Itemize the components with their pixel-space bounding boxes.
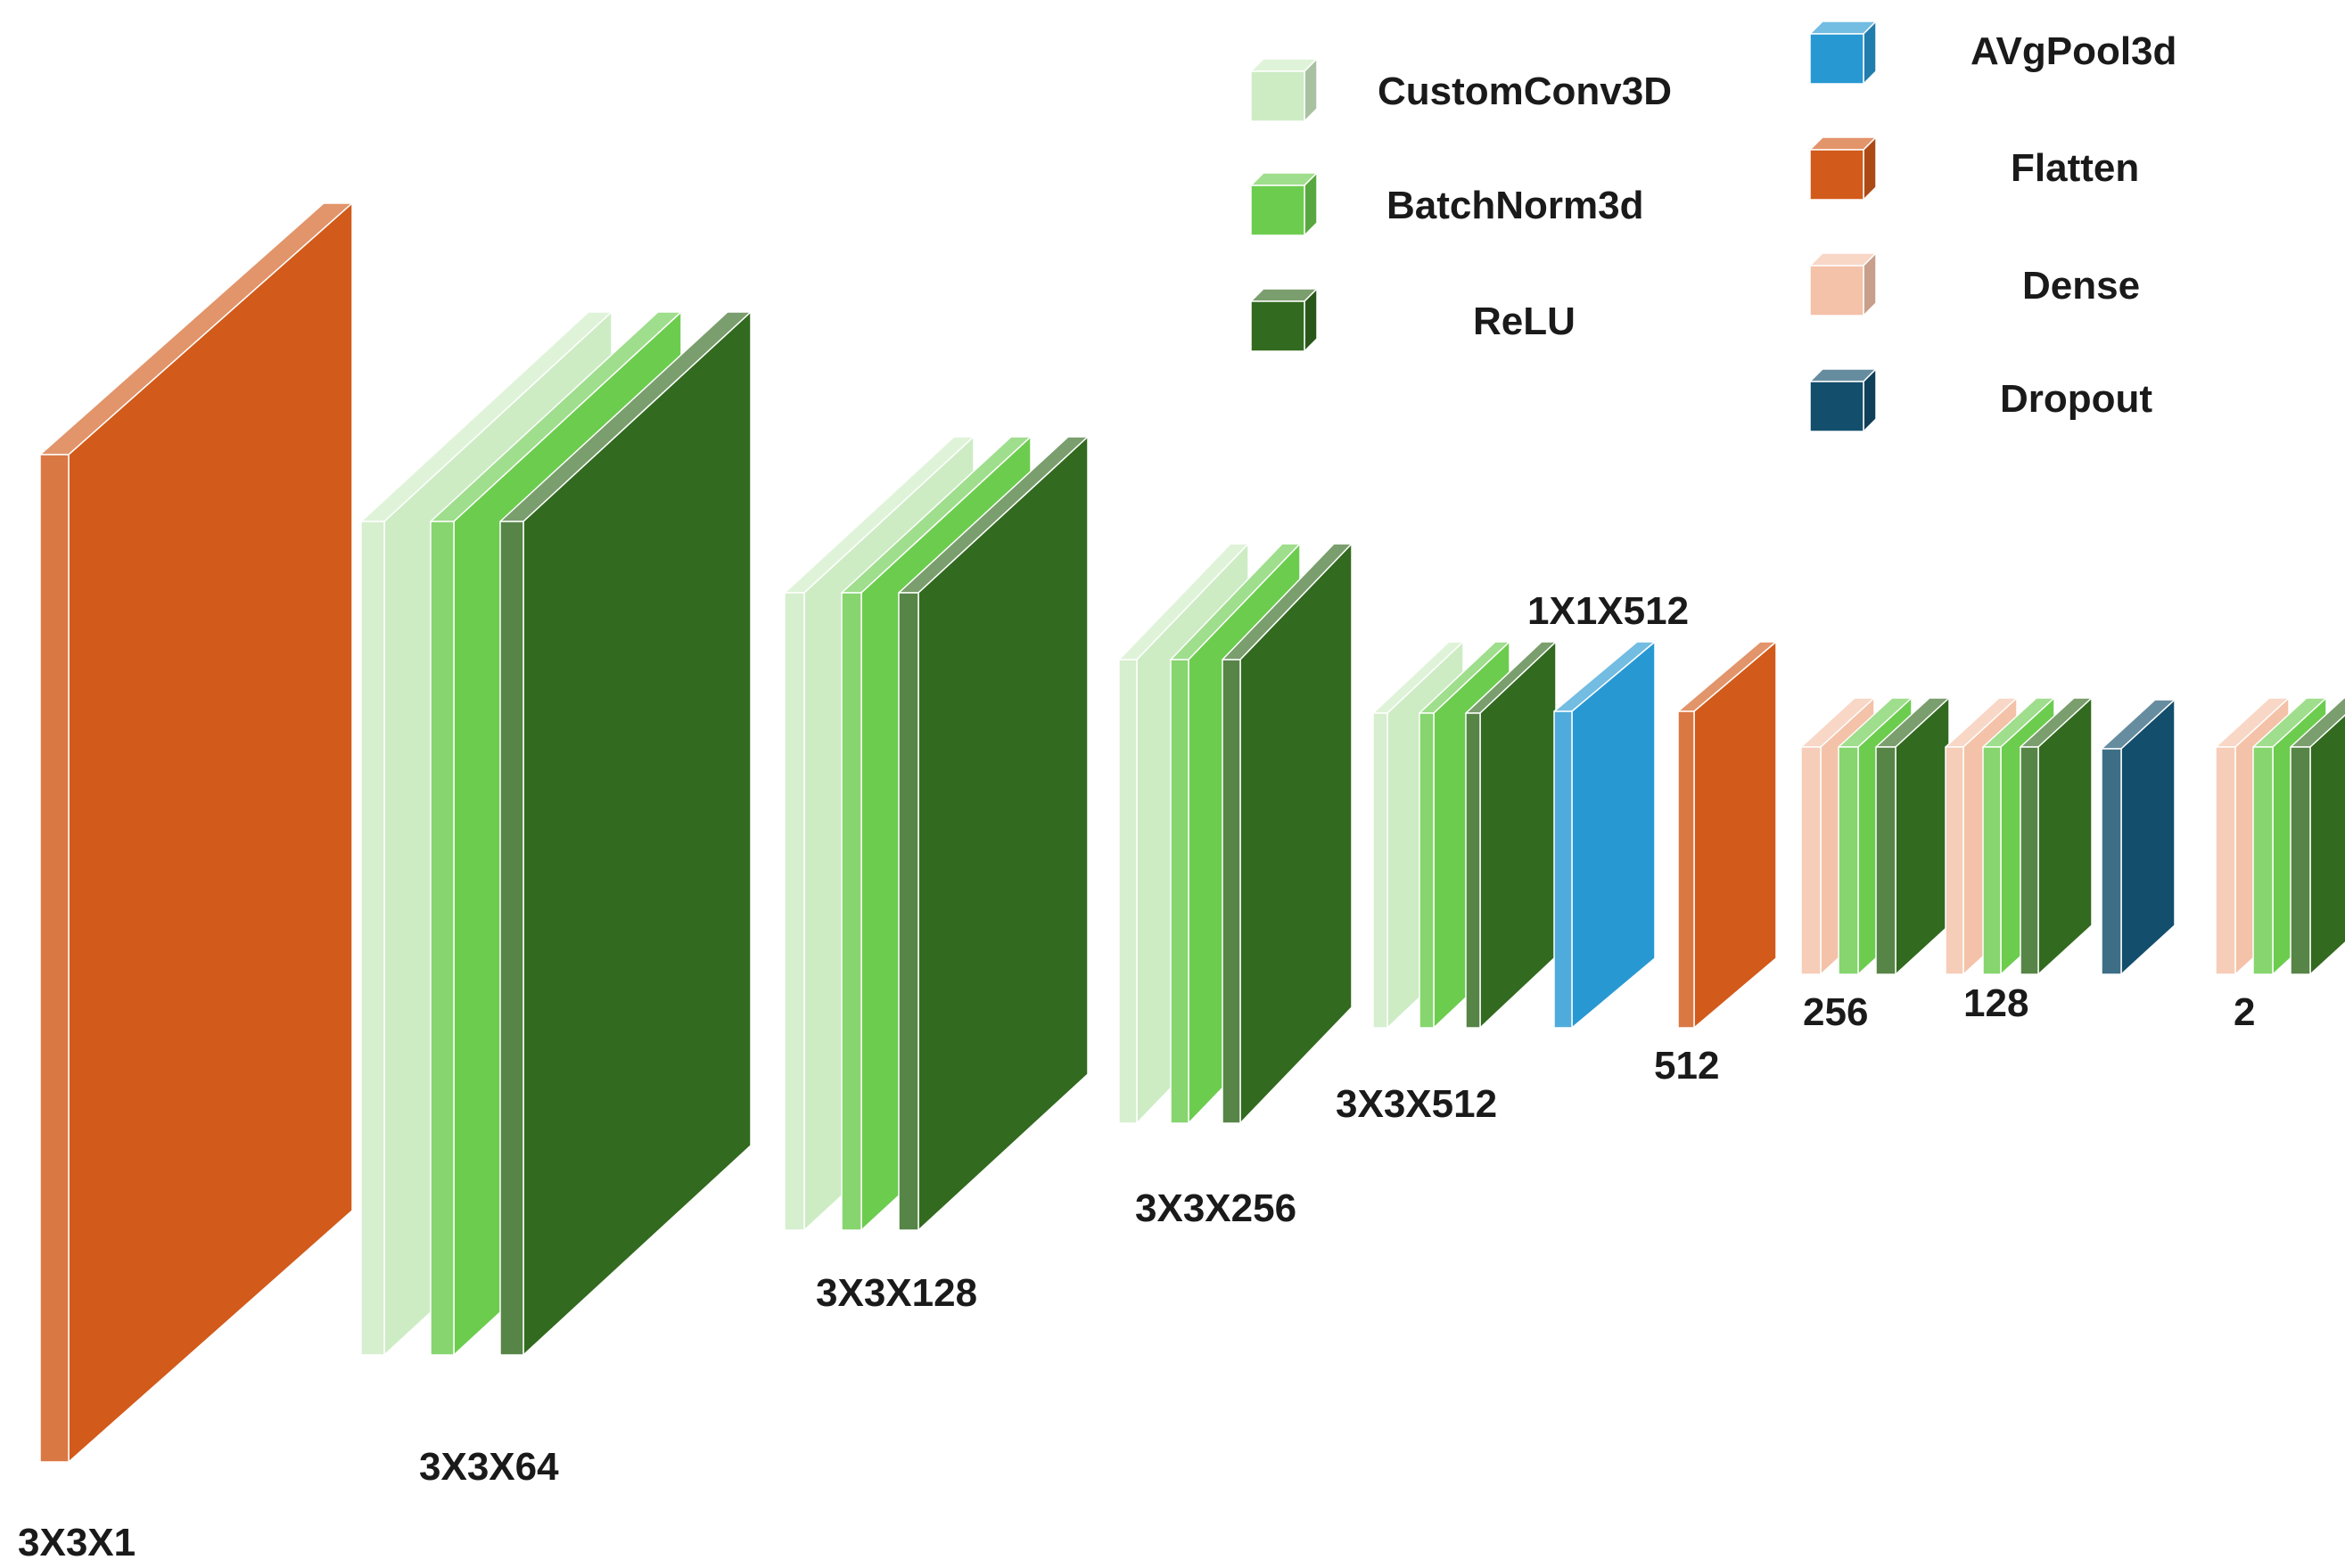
conv-block-3-relu-slab bbox=[1222, 543, 1353, 1124]
legend-label-flatten: Flatten bbox=[2011, 146, 2139, 190]
legend-swatch-dense-front bbox=[1809, 265, 1864, 316]
dropout-dropout-slab-side bbox=[2120, 699, 2176, 975]
legend-label-dense: Dense bbox=[2022, 264, 2140, 308]
block-label-dense-block-2: 128 bbox=[1963, 981, 2028, 1025]
block-label-dense-block-1: 256 bbox=[1803, 990, 1868, 1034]
legend-swatch-dropout bbox=[1809, 368, 1877, 432]
dense-block-3-dense-slab-front bbox=[2215, 746, 2236, 975]
legend-swatch-avgpool3d bbox=[1809, 21, 1877, 85]
legend-label-avgpool3d: AVgPool3d bbox=[1971, 29, 2176, 73]
block-labels: 3X3X1 3X3X64 3X3X128 3X3X256 3X3X512 1X1… bbox=[18, 589, 2255, 1564]
legend-swatch-relu bbox=[1250, 288, 1318, 352]
block-label-conv-block-4: 3X3X512 bbox=[1336, 1082, 1497, 1126]
conv-block-2-relu-slab-front bbox=[898, 592, 919, 1231]
legend-label-customconv3d: CustomConv3D bbox=[1378, 70, 1672, 113]
dense-block-1-relu-slab-side bbox=[1895, 697, 1950, 975]
conv-block-1-relu-slab bbox=[499, 311, 752, 1356]
dropout-dropout-slab-front bbox=[2101, 748, 2122, 975]
layer-slabs bbox=[39, 202, 2345, 1463]
dense-block-2-relu-slab-front bbox=[2020, 746, 2039, 975]
conv-block-2-relu-slab bbox=[898, 436, 1089, 1231]
avgpool-avgpool3d-slab bbox=[1553, 641, 1656, 1029]
conv-block-1-custom_conv3d-slab-front bbox=[360, 521, 385, 1356]
block-label-conv-block-2: 3X3X128 bbox=[816, 1271, 977, 1315]
legend-swatch-batchnorm3d bbox=[1250, 172, 1318, 236]
input-flatten-slab-front bbox=[39, 454, 70, 1463]
legend-swatch-custom_conv3d-front bbox=[1250, 70, 1305, 122]
dense-block-3-batchnorm3d-slab-front bbox=[2252, 746, 2274, 975]
block-label-conv-block-3: 3X3X256 bbox=[1135, 1186, 1296, 1230]
legend-label-relu: ReLU bbox=[1473, 300, 1576, 343]
dense-block-3-relu-slab bbox=[2290, 697, 2345, 975]
dropout-dropout-slab bbox=[2101, 699, 2176, 975]
flatten-flatten-slab bbox=[1677, 641, 1777, 1029]
legend-swatch-flatten bbox=[1809, 136, 1877, 201]
conv-block-1-relu-slab-front bbox=[499, 521, 524, 1356]
conv-block-4-relu-slab-front bbox=[1465, 712, 1481, 1029]
conv-block-3-batchnorm3d-slab-front bbox=[1170, 659, 1189, 1124]
dense-block-1-batchnorm3d-slab-front bbox=[1838, 746, 1859, 975]
dense-block-2-dense-slab-front bbox=[1945, 746, 1964, 975]
block-label-conv-block-1: 3X3X64 bbox=[419, 1445, 559, 1489]
avgpool-avgpool3d-slab-front bbox=[1553, 710, 1573, 1029]
legend-label-dropout: Dropout bbox=[2000, 377, 2152, 421]
dense-block-1-dense-slab-front bbox=[1800, 746, 1822, 975]
legend-label-batchnorm3d: BatchNorm3d bbox=[1386, 184, 1644, 227]
conv-block-2-custom_conv3d-slab-front bbox=[784, 592, 805, 1231]
legend-swatch-flatten-front bbox=[1809, 149, 1864, 201]
dense-block-3-relu-slab-front bbox=[2290, 746, 2311, 975]
legend-swatch-relu-front bbox=[1250, 300, 1305, 352]
conv-block-4-custom_conv3d-slab-front bbox=[1372, 712, 1388, 1029]
legend-swatch-dropout-front bbox=[1809, 381, 1864, 432]
conv-block-2-batchnorm3d-slab-front bbox=[841, 592, 862, 1231]
conv-block-4-relu-slab bbox=[1465, 641, 1557, 1029]
flatten-flatten-slab-front bbox=[1677, 710, 1695, 1029]
legend-swatch-dense bbox=[1809, 252, 1877, 316]
conv-block-3-custom_conv3d-slab-front bbox=[1118, 659, 1138, 1124]
block-label-input: 3X3X1 bbox=[18, 1521, 136, 1564]
dense-block-1-relu-slab bbox=[1875, 697, 1950, 975]
block-label-dense-block-3: 2 bbox=[2234, 990, 2255, 1034]
legend-swatch-avgpool3d-front bbox=[1809, 33, 1864, 85]
conv-block-4-batchnorm3d-slab-front bbox=[1419, 712, 1435, 1029]
conv-block-1-batchnorm3d-slab-front bbox=[430, 521, 455, 1356]
legend-swatches bbox=[1250, 21, 1877, 432]
legend-swatch-batchnorm3d-front bbox=[1250, 185, 1305, 236]
dense-block-2-relu-slab bbox=[2020, 697, 2093, 975]
dense-block-1-relu-slab-front bbox=[1875, 746, 1897, 975]
legend: CustomConv3D BatchNorm3d ReLU AVgPool3d … bbox=[1250, 21, 2176, 432]
conv-block-3-relu-slab-front bbox=[1222, 659, 1241, 1124]
dense-block-2-batchnorm3d-slab-front bbox=[1982, 746, 2002, 975]
input-flatten-slab bbox=[39, 202, 353, 1463]
dense-block-2-relu-slab-side bbox=[2037, 697, 2093, 975]
block-label-flatten: 512 bbox=[1654, 1044, 1719, 1088]
legend-swatch-custom_conv3d bbox=[1250, 58, 1318, 122]
block-label-avgpool: 1X1X512 bbox=[1527, 589, 1689, 633]
